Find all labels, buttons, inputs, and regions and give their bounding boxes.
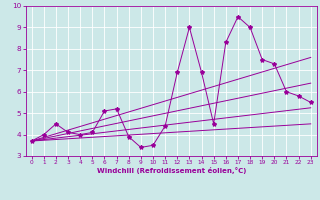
X-axis label: Windchill (Refroidissement éolien,°C): Windchill (Refroidissement éolien,°C): [97, 167, 246, 174]
